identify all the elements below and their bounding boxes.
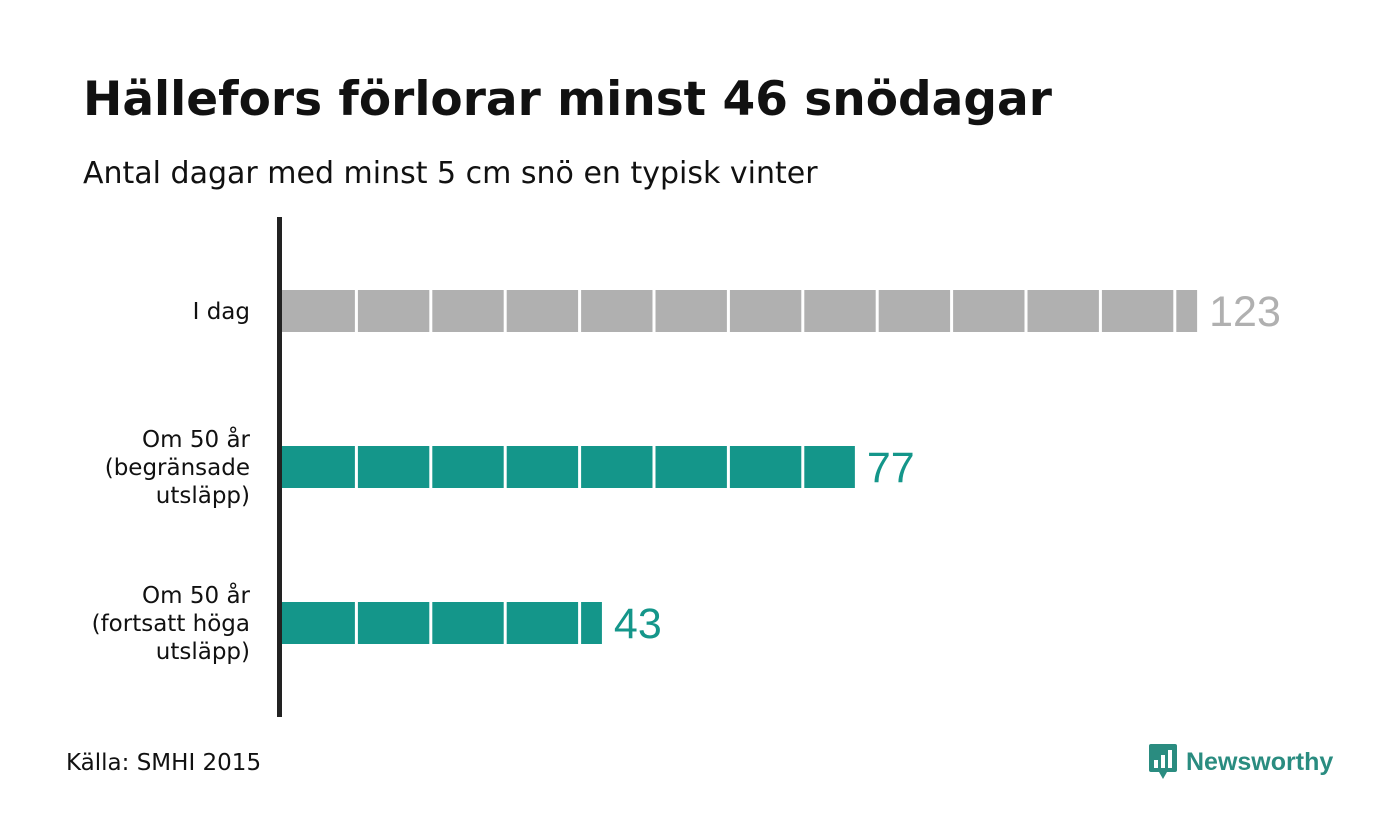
category-label-line: Om 50 år [10, 582, 250, 610]
bar-segment-divider [1025, 290, 1028, 332]
newsworthy-logo-icon [1148, 743, 1178, 781]
bar-segment-divider [504, 602, 507, 644]
category-label-line: I dag [10, 298, 250, 326]
bar-segment-divider [429, 290, 432, 332]
bar-segment-divider [504, 446, 507, 488]
y-axis-line [277, 217, 282, 717]
value-label-1: 123 [1209, 288, 1281, 336]
bar-segment-divider [429, 446, 432, 488]
bar-segment-divider [876, 290, 879, 332]
value-label-2: 77 [867, 444, 915, 492]
bar-segment-divider [355, 602, 358, 644]
bar-segment-divider [578, 602, 581, 644]
bar-segment-divider [1099, 290, 1102, 332]
bar-segment-divider [578, 290, 581, 332]
bar-1 [282, 290, 1197, 332]
category-label-2: Om 50 år (begränsade utsläpp) [10, 426, 250, 510]
value-label-3: 43 [614, 600, 662, 648]
bar-segment-divider [653, 446, 656, 488]
bar-segment-divider [727, 290, 730, 332]
category-label-1: I dag [10, 298, 250, 326]
bar-3 [282, 602, 602, 644]
category-label-line: (begränsade [10, 454, 250, 482]
bar-segment-divider [950, 290, 953, 332]
bar-segment-divider [801, 290, 804, 332]
category-label-line: Om 50 år [10, 426, 250, 454]
bar-segment-divider [429, 602, 432, 644]
bar-segment-divider [1173, 290, 1176, 332]
bar-segment-divider [727, 446, 730, 488]
bar-segment-divider [578, 446, 581, 488]
category-label-line: utsläpp) [10, 482, 250, 510]
brand-logo: Newsworthy [1148, 742, 1333, 782]
category-label-line: (fortsatt höga [10, 610, 250, 638]
category-label-3: Om 50 år (fortsatt höga utsläpp) [10, 582, 250, 666]
bar-segment-divider [504, 290, 507, 332]
source-note: Källa: SMHI 2015 [66, 746, 261, 780]
bar-segment-divider [653, 290, 656, 332]
bar-2 [282, 446, 855, 488]
bar-segment-divider [355, 446, 358, 488]
brand-name: Newsworthy [1186, 748, 1333, 777]
bar-segment-divider [355, 290, 358, 332]
category-label-line: utsläpp) [10, 638, 250, 666]
bar-segment-divider [801, 446, 804, 488]
